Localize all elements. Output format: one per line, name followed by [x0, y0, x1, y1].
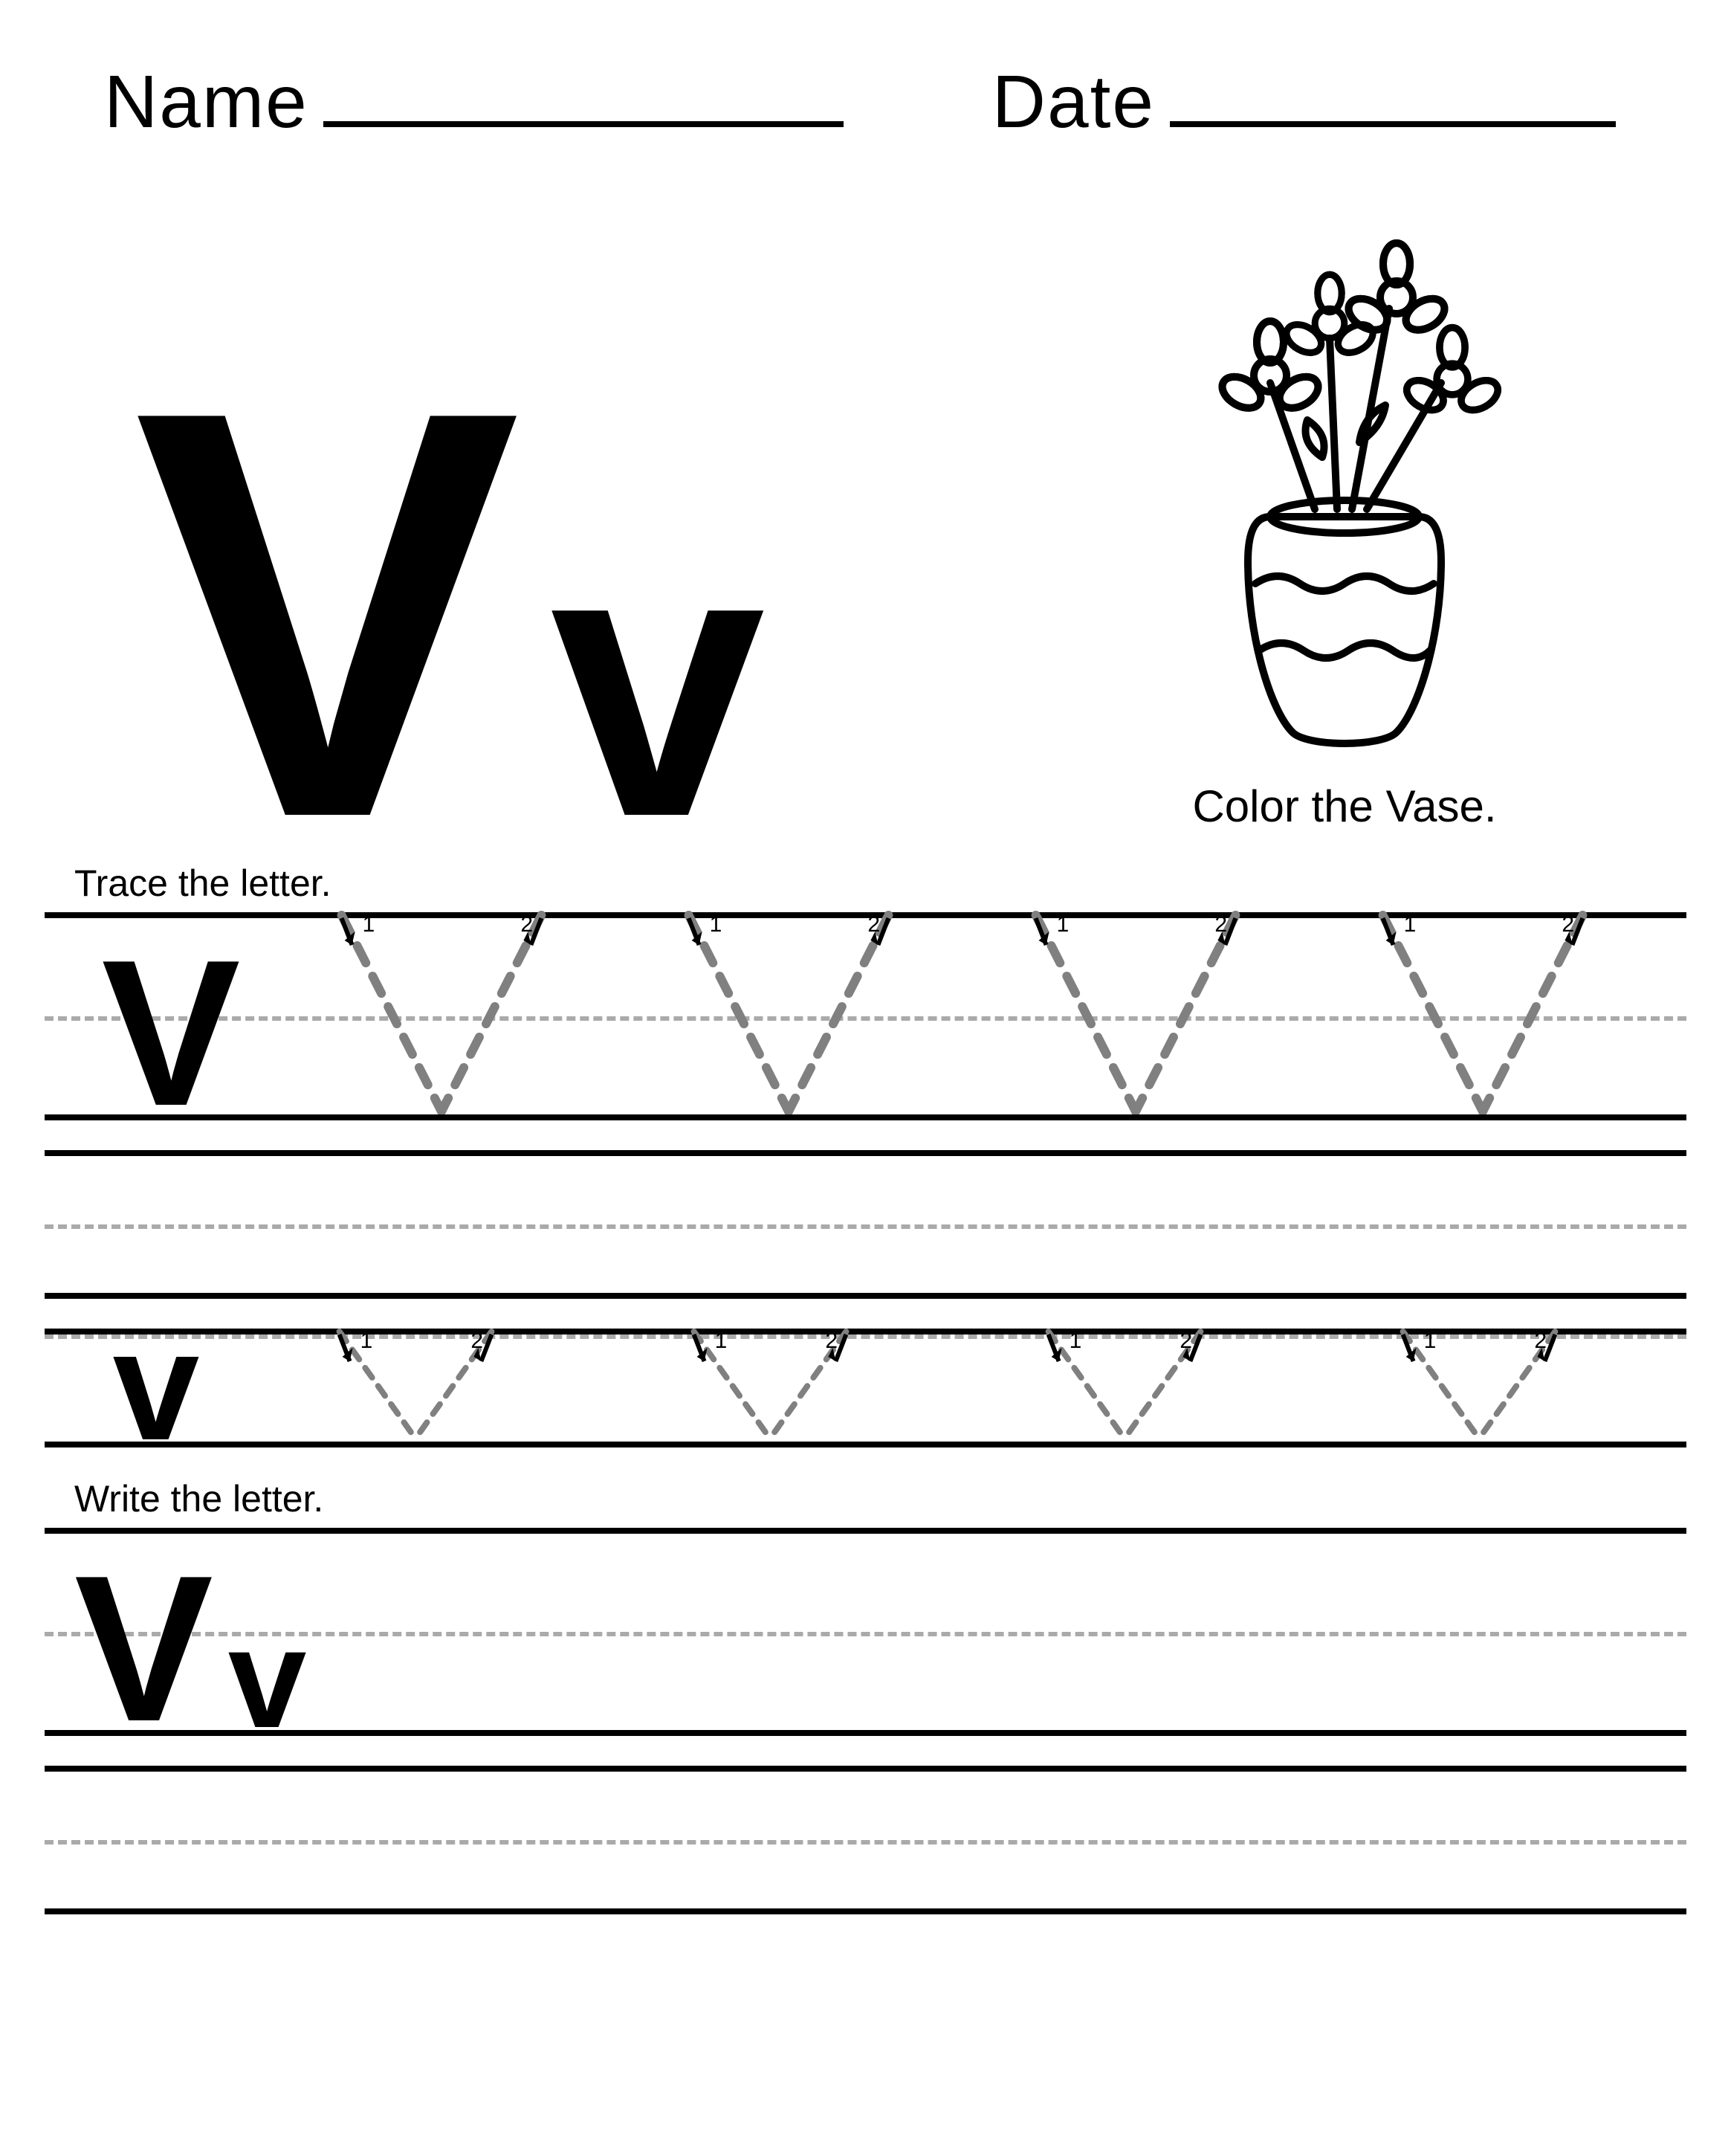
svg-text:2: 2 [470, 1329, 483, 1353]
svg-text:2: 2 [520, 912, 533, 937]
display-letters: V v [134, 397, 765, 832]
display-uppercase-v: V [134, 397, 520, 832]
date-blank-line[interactable] [1170, 60, 1616, 127]
name-blank-line[interactable] [323, 60, 844, 127]
svg-text:2: 2 [1215, 912, 1228, 937]
svg-text:1: 1 [709, 912, 722, 937]
trace-row-uppercase[interactable]: V 12 12 12 12 [45, 912, 1686, 1120]
model-uppercase-v: V [102, 952, 241, 1114]
write-instruction: Write the letter. [74, 1477, 1686, 1520]
blank-practice-row[interactable] [45, 1766, 1686, 1914]
coloring-block: Color the Vase. [1047, 234, 1642, 832]
svg-text:2: 2 [1562, 912, 1575, 937]
blank-practice-row[interactable] [45, 1150, 1686, 1299]
vase-caption: Color the Vase. [1047, 781, 1642, 832]
name-label: Name [104, 59, 308, 145]
model-uppercase-v: V [74, 1568, 213, 1730]
trace-instruction: Trace the letter. [74, 862, 1686, 905]
trace-uppercase-slot: 12 [268, 918, 615, 1114]
vase-icon [1122, 234, 1567, 755]
name-field: Name [104, 59, 844, 145]
date-field: Date [992, 59, 1616, 145]
write-row[interactable]: V v [45, 1528, 1686, 1736]
midline [45, 1224, 1686, 1229]
trace-lowercase-slot: 12 [238, 1334, 592, 1442]
date-label: Date [992, 59, 1155, 145]
model-lowercase-v: v [113, 1329, 200, 1442]
trace-lowercase-slot: 12 [1302, 1334, 1657, 1442]
svg-text:2: 2 [1535, 1329, 1547, 1353]
svg-text:1: 1 [1070, 1329, 1082, 1353]
svg-text:1: 1 [362, 912, 375, 937]
svg-text:2: 2 [867, 912, 880, 937]
display-lowercase-v: v [550, 537, 765, 827]
svg-text:1: 1 [1404, 912, 1417, 937]
trace-uppercase-slot: 12 [962, 918, 1310, 1114]
trace-lowercase-slot: 12 [592, 1334, 947, 1442]
svg-text:1: 1 [360, 1329, 372, 1353]
midline [45, 1840, 1686, 1844]
trace-row-lowercase[interactable]: v 12 12 12 12 [45, 1329, 1686, 1447]
trace-uppercase-slot: 12 [1310, 918, 1657, 1114]
svg-text:1: 1 [714, 1329, 727, 1353]
svg-text:2: 2 [825, 1329, 838, 1353]
svg-text:1: 1 [1424, 1329, 1437, 1353]
trace-uppercase-slot: 12 [615, 918, 962, 1114]
svg-text:2: 2 [1180, 1329, 1193, 1353]
svg-text:1: 1 [1057, 912, 1070, 937]
trace-lowercase-slot: 12 [948, 1334, 1302, 1442]
model-lowercase-v: v [228, 1628, 307, 1730]
header-row: Name Date [45, 59, 1686, 145]
hero-row: V v [45, 234, 1686, 832]
